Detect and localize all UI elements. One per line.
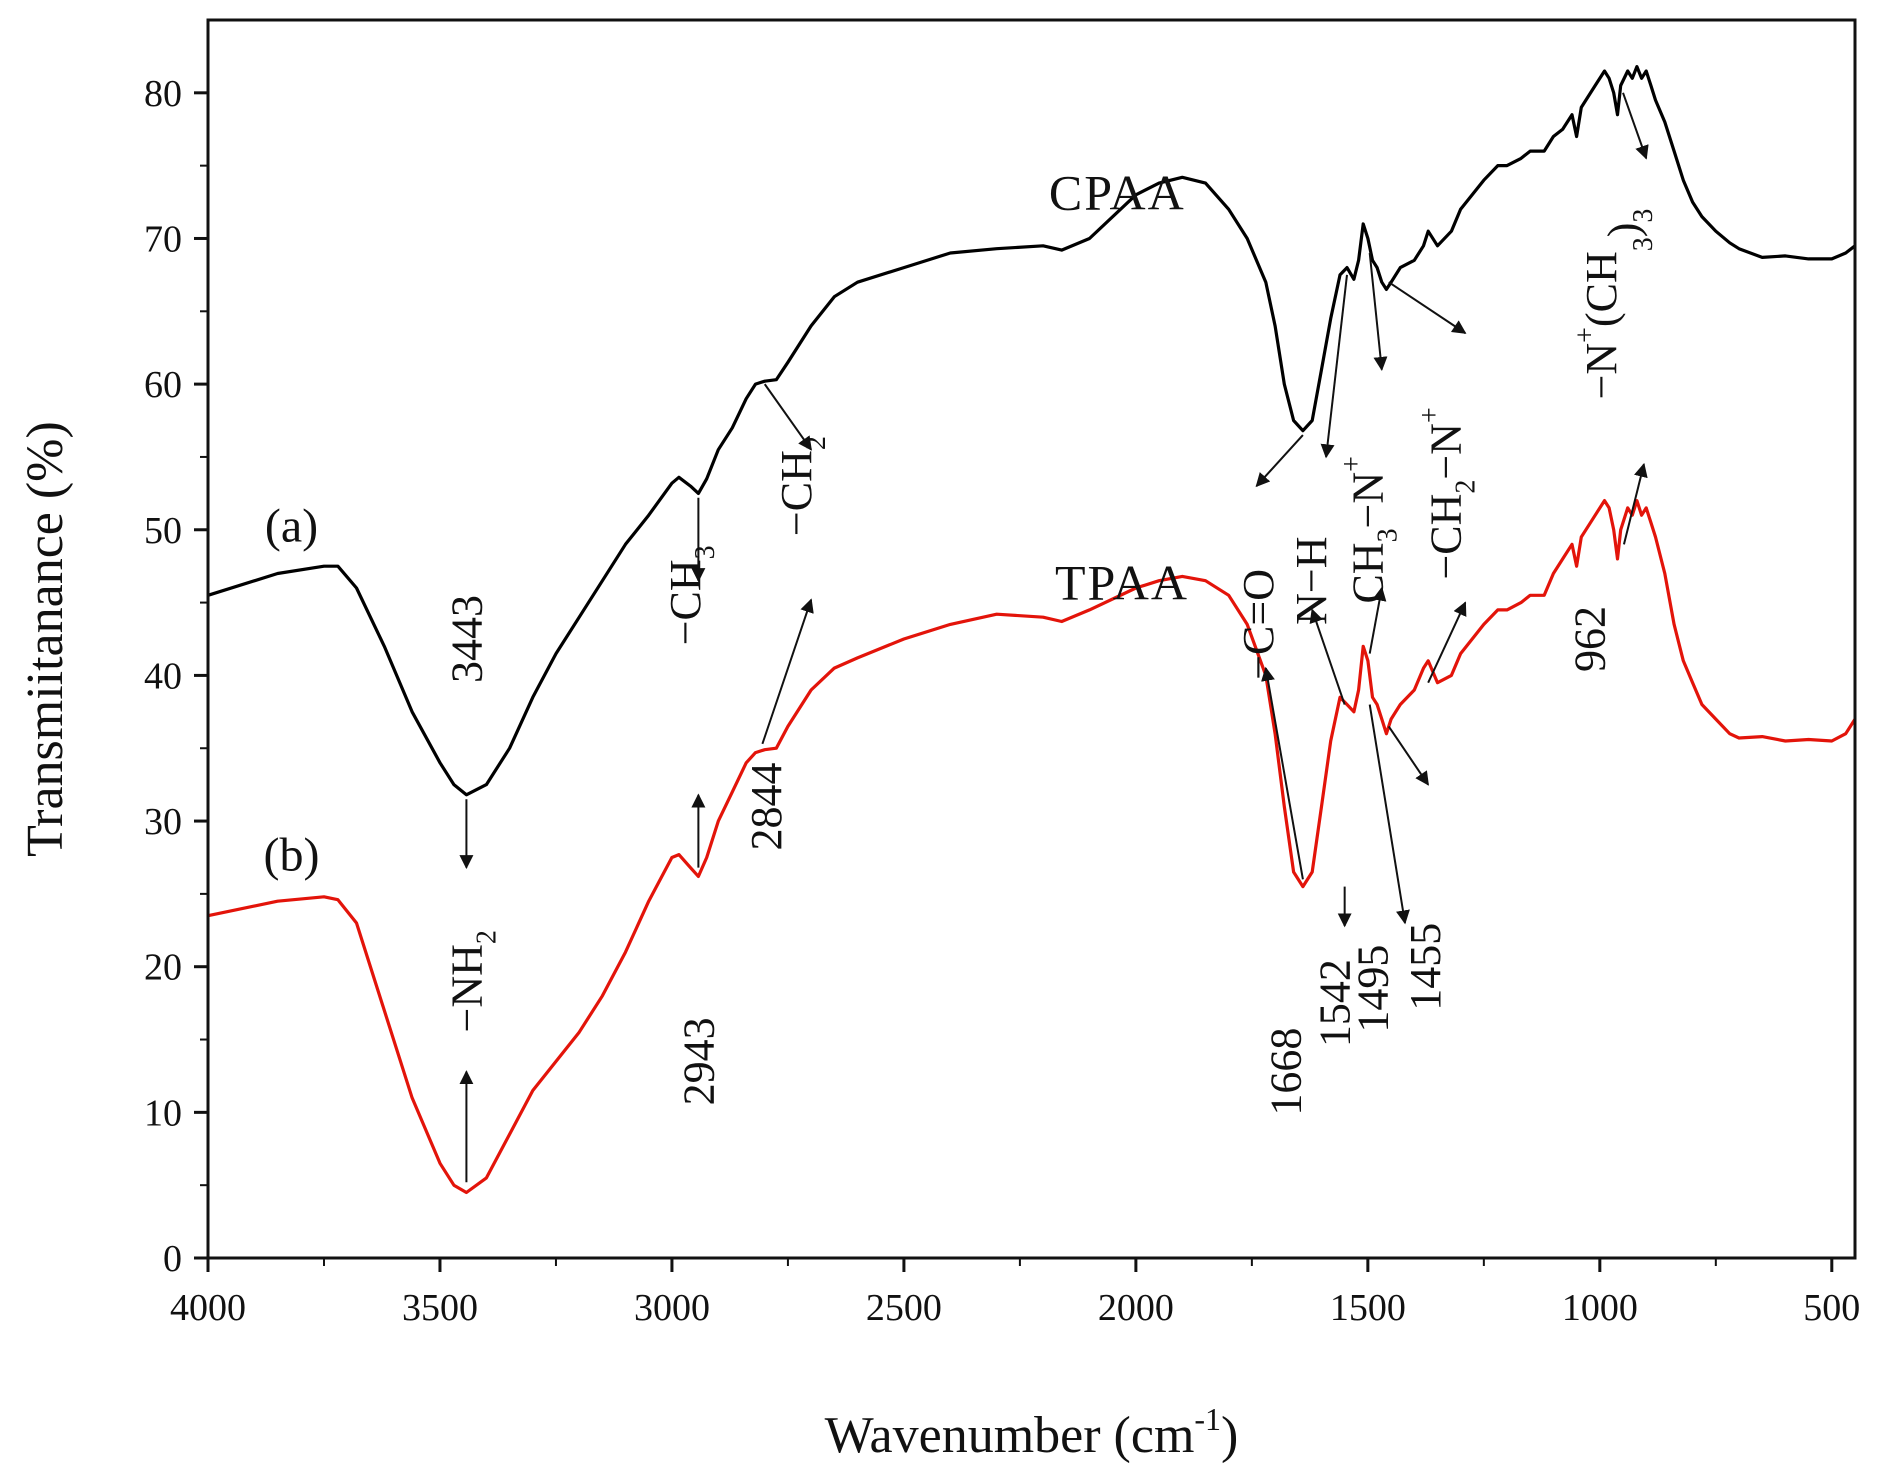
x-tick-label: 2000 — [1098, 1287, 1174, 1329]
peak-label: 962 — [1566, 606, 1615, 672]
label-text: CH — [1344, 542, 1393, 603]
series-labels: CPAA TPAA (a) (b) — [264, 164, 1189, 882]
series-name-label: TPAA — [1055, 555, 1189, 611]
x-tick-label: 3000 — [634, 1287, 710, 1329]
y-tick-label: 0 — [163, 1238, 182, 1280]
x-axis-label: Wavenumber (cm-1) — [825, 1401, 1239, 1464]
y-tick-label: 60 — [144, 364, 182, 406]
label-mid: −N — [1422, 423, 1471, 480]
series-tag-label: (b) — [264, 829, 320, 882]
series-line-tpaa — [207, 499, 1857, 1195]
y-tick-label: 50 — [144, 510, 182, 552]
label-text: 1495 — [1348, 945, 1397, 1033]
x-axis-label-main: Wavenumber (cm — [825, 1407, 1195, 1464]
group-label: −N+(CH3)3 — [1570, 209, 1659, 400]
peak-label: 1455 — [1401, 923, 1450, 1011]
series-name-label: CPAA — [1049, 164, 1186, 220]
label-sub: 2 — [801, 436, 832, 450]
annotation-arrow — [763, 383, 812, 451]
label-text: −N — [1577, 343, 1626, 400]
x-tick-label: 500 — [1803, 1287, 1860, 1329]
label-text: 3443 — [443, 595, 492, 683]
label-sub: 2 — [1451, 480, 1482, 494]
label-sup: + — [1415, 407, 1446, 423]
x-tick-label: 1000 — [1562, 1287, 1638, 1329]
label-text: N−H — [1287, 537, 1336, 625]
peak-label: 1495 — [1348, 945, 1397, 1033]
label-text: −CH — [661, 559, 710, 645]
series-layer — [207, 65, 1857, 1195]
label-sup: + — [1570, 327, 1601, 343]
label-sub: 2 — [472, 930, 503, 944]
group-label: −CH3 — [661, 545, 721, 645]
label-mid: (CH — [1577, 251, 1626, 327]
series-tag-label: (a) — [265, 499, 318, 552]
label-mid: −N — [1344, 472, 1393, 529]
y-tick-label: 30 — [144, 801, 182, 843]
group-label: −C=O — [1234, 569, 1283, 680]
label-sub: 3 — [690, 545, 721, 559]
label-tail: ) — [1599, 223, 1648, 238]
annotation-arrow — [1255, 434, 1304, 488]
group-label: −CH2−N+ — [1415, 407, 1482, 579]
peak-label: 2943 — [675, 1017, 724, 1105]
label-sub: 3 — [1628, 209, 1659, 223]
y-tick-label: 70 — [144, 218, 182, 260]
peak-label: 2844 — [742, 763, 791, 851]
label-text: −CH — [772, 450, 821, 536]
y-tick-label: 10 — [144, 1092, 182, 1134]
x-tick-label: 2500 — [866, 1287, 942, 1329]
annotation-arrow — [1388, 281, 1467, 334]
x-axis-label-close: ) — [1221, 1407, 1238, 1464]
group-label: −NH2 — [443, 930, 503, 1032]
y-axis-label: Transmiitanance (%) — [17, 421, 74, 857]
annotation-arrow — [1368, 586, 1387, 654]
y-axis: 0 10 20 30 40 50 60 70 80 — [144, 73, 208, 1280]
annotation-arrow — [1622, 92, 1649, 160]
label-text: 1542 — [1310, 959, 1359, 1047]
x-tick-label: 4000 — [170, 1287, 246, 1329]
y-tick-label: 20 — [144, 947, 182, 989]
label-sub: 3 — [1373, 528, 1404, 542]
peak-label: 1542 — [1310, 959, 1359, 1047]
y-tick-label: 40 — [144, 655, 182, 697]
plot-frame — [206, 18, 1857, 1260]
label-text: 1668 — [1262, 1028, 1311, 1116]
series-line-cpaa — [207, 65, 1856, 797]
x-axis-label-sup: -1 — [1194, 1401, 1221, 1437]
annotation-arrow — [1387, 725, 1429, 786]
label-text: −CH — [1422, 494, 1471, 580]
label-text: 1455 — [1401, 923, 1450, 1011]
label-text: 962 — [1566, 606, 1615, 672]
peak-label: 3443 — [443, 595, 492, 683]
annotation-arrow — [1368, 704, 1410, 925]
group-label: CH3−N+ — [1337, 456, 1404, 604]
x-tick-label: 1500 — [1330, 1287, 1406, 1329]
annotation-arrows — [459, 92, 1649, 1183]
annotation-arrow — [1622, 462, 1648, 545]
label-text: 2943 — [675, 1017, 724, 1105]
annotation-arrow — [1309, 608, 1346, 705]
group-label: −CH2 — [772, 436, 832, 536]
annotation-arrow — [1261, 666, 1304, 880]
label-sub: 3 — [1628, 237, 1659, 251]
label-text: −C=O — [1234, 569, 1283, 680]
annotation-arrow — [1427, 601, 1467, 684]
annotation-arrow — [761, 598, 814, 745]
annotation-arrow — [1368, 252, 1388, 371]
label-sup: + — [1337, 456, 1368, 472]
x-axis: 4000 3500 3000 2500 2000 1500 1000 500 — [170, 1258, 1860, 1329]
group-label: N−H — [1287, 537, 1336, 625]
x-tick-label: 3500 — [402, 1287, 478, 1329]
label-text: 2844 — [742, 763, 791, 851]
peak-label: 1668 — [1262, 1028, 1311, 1116]
y-tick-label: 80 — [144, 73, 182, 115]
label-text: −NH — [443, 944, 492, 1032]
annotation-arrow — [1320, 274, 1348, 459]
